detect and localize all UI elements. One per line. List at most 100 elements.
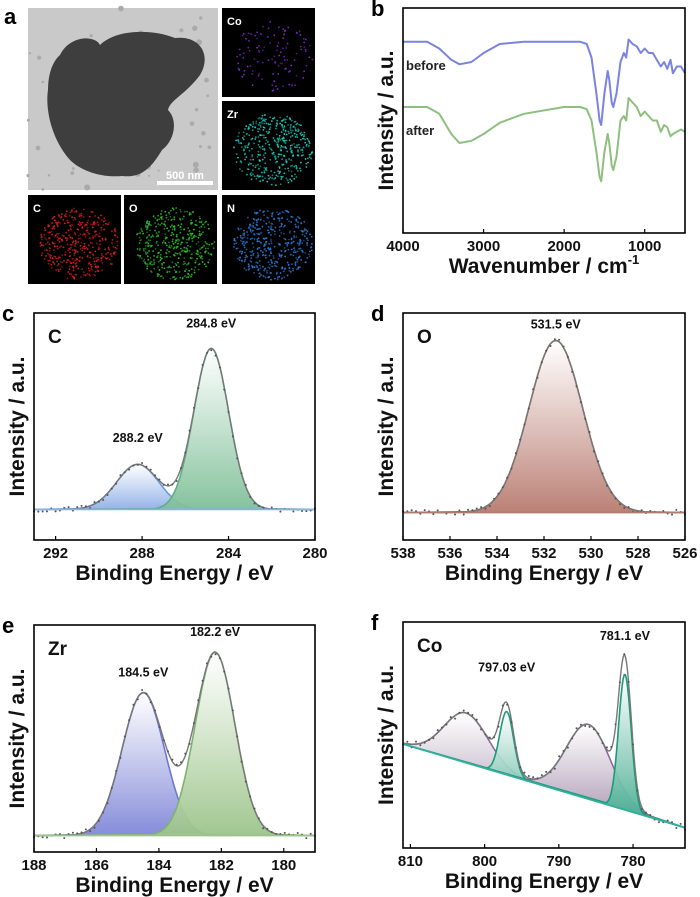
- data-point: [162, 483, 165, 486]
- scale-bar: [157, 181, 213, 185]
- data-point: [575, 727, 578, 730]
- data-point: [584, 725, 587, 728]
- data-point: [162, 739, 165, 742]
- x-tick-label: 1000: [628, 238, 661, 255]
- data-point: [497, 492, 500, 495]
- data-point: [545, 770, 548, 773]
- data-point: [627, 680, 630, 683]
- data-point: [562, 345, 565, 348]
- plot-frame: [33, 624, 316, 853]
- data-point: [458, 509, 461, 512]
- data-point: [175, 763, 178, 766]
- data-point: [93, 826, 96, 829]
- data-point: [558, 338, 561, 341]
- data-point: [231, 709, 234, 712]
- component-peak-781.1: [402, 673, 686, 829]
- data-point: [566, 746, 569, 749]
- data-point: [679, 822, 682, 825]
- data-point: [197, 699, 200, 702]
- x-axis-title-text: Binding Energy / eV: [445, 870, 643, 893]
- data-point: [205, 662, 208, 665]
- data-point: [562, 749, 565, 752]
- data-point: [201, 679, 204, 682]
- data-point: [257, 505, 260, 508]
- data-point: [171, 483, 174, 486]
- x-axis-title: Binding Energy / eV: [75, 874, 273, 897]
- data-point: [141, 461, 144, 464]
- data-point: [167, 483, 170, 486]
- element-label: C: [48, 327, 62, 348]
- data-point: [484, 507, 487, 510]
- data-point: [423, 509, 426, 512]
- data-point: [480, 728, 483, 731]
- particle: [47, 31, 205, 177]
- data-point: [84, 828, 87, 831]
- data-point: [266, 827, 269, 830]
- component-fill: [403, 674, 685, 828]
- data-point: [566, 356, 569, 359]
- data-point: [253, 807, 256, 810]
- data-point: [179, 761, 182, 764]
- data-point: [536, 376, 539, 379]
- eds-map-label: N: [227, 203, 235, 215]
- data-point: [119, 756, 122, 759]
- peak-label: 284.8 eV: [186, 316, 237, 330]
- x-tick-label: 2000: [547, 238, 580, 255]
- data-point: [493, 497, 496, 500]
- data-point: [97, 500, 100, 503]
- envelope-fit: [34, 347, 315, 511]
- data-point: [192, 406, 195, 409]
- peak-label: 531.5 eV: [531, 317, 582, 331]
- data-point: [76, 832, 79, 835]
- x-axis-title-text: Wavenumber / cm: [449, 255, 628, 278]
- data-point: [141, 689, 144, 692]
- data-point: [305, 837, 308, 840]
- data-point: [205, 352, 208, 355]
- data-point: [462, 513, 465, 516]
- data-point: [253, 502, 256, 505]
- data-point: [218, 366, 221, 369]
- x-axis-title: Binding Energy / eV: [445, 870, 643, 893]
- data-point: [488, 736, 491, 739]
- component-fill: [34, 692, 315, 836]
- data-point: [514, 452, 517, 455]
- data-point: [471, 714, 474, 717]
- peak-label: 797.03 eV: [478, 661, 536, 675]
- x-axis-title: Binding Energy / eV: [75, 562, 273, 585]
- x-tick-label: 3000: [467, 238, 500, 255]
- data-point: [63, 506, 66, 509]
- peak-label: 781.1 eV: [600, 629, 651, 643]
- data-point: [640, 808, 643, 811]
- data-point: [506, 476, 509, 479]
- peak-label: 182.2 eV: [190, 625, 241, 639]
- data-point: [67, 506, 70, 509]
- data-point: [262, 506, 265, 509]
- data-point: [145, 692, 148, 695]
- element-label: O: [417, 327, 432, 348]
- data-point: [240, 472, 243, 475]
- data-point: [128, 468, 131, 471]
- component-peak-797.03: [402, 710, 686, 829]
- data-point: [123, 735, 126, 738]
- data-point: [45, 510, 48, 513]
- data-point: [115, 769, 118, 772]
- x-tick-label: 536: [437, 545, 462, 562]
- data-point: [480, 506, 483, 509]
- element-label: Zr: [48, 639, 68, 660]
- data-point: [214, 354, 217, 357]
- data-point: [309, 832, 312, 835]
- data-point: [275, 833, 278, 836]
- data-point: [54, 510, 57, 513]
- envelope-fit: [34, 651, 315, 837]
- data-point: [540, 774, 543, 777]
- data-point: [149, 701, 152, 704]
- data-point: [223, 670, 226, 673]
- x-tick-label: 292: [43, 545, 68, 562]
- data-point: [227, 687, 230, 690]
- series-line-before: [403, 38, 686, 126]
- data-point: [201, 363, 204, 366]
- data-point: [553, 767, 556, 770]
- eds-map-co: Co: [222, 8, 315, 97]
